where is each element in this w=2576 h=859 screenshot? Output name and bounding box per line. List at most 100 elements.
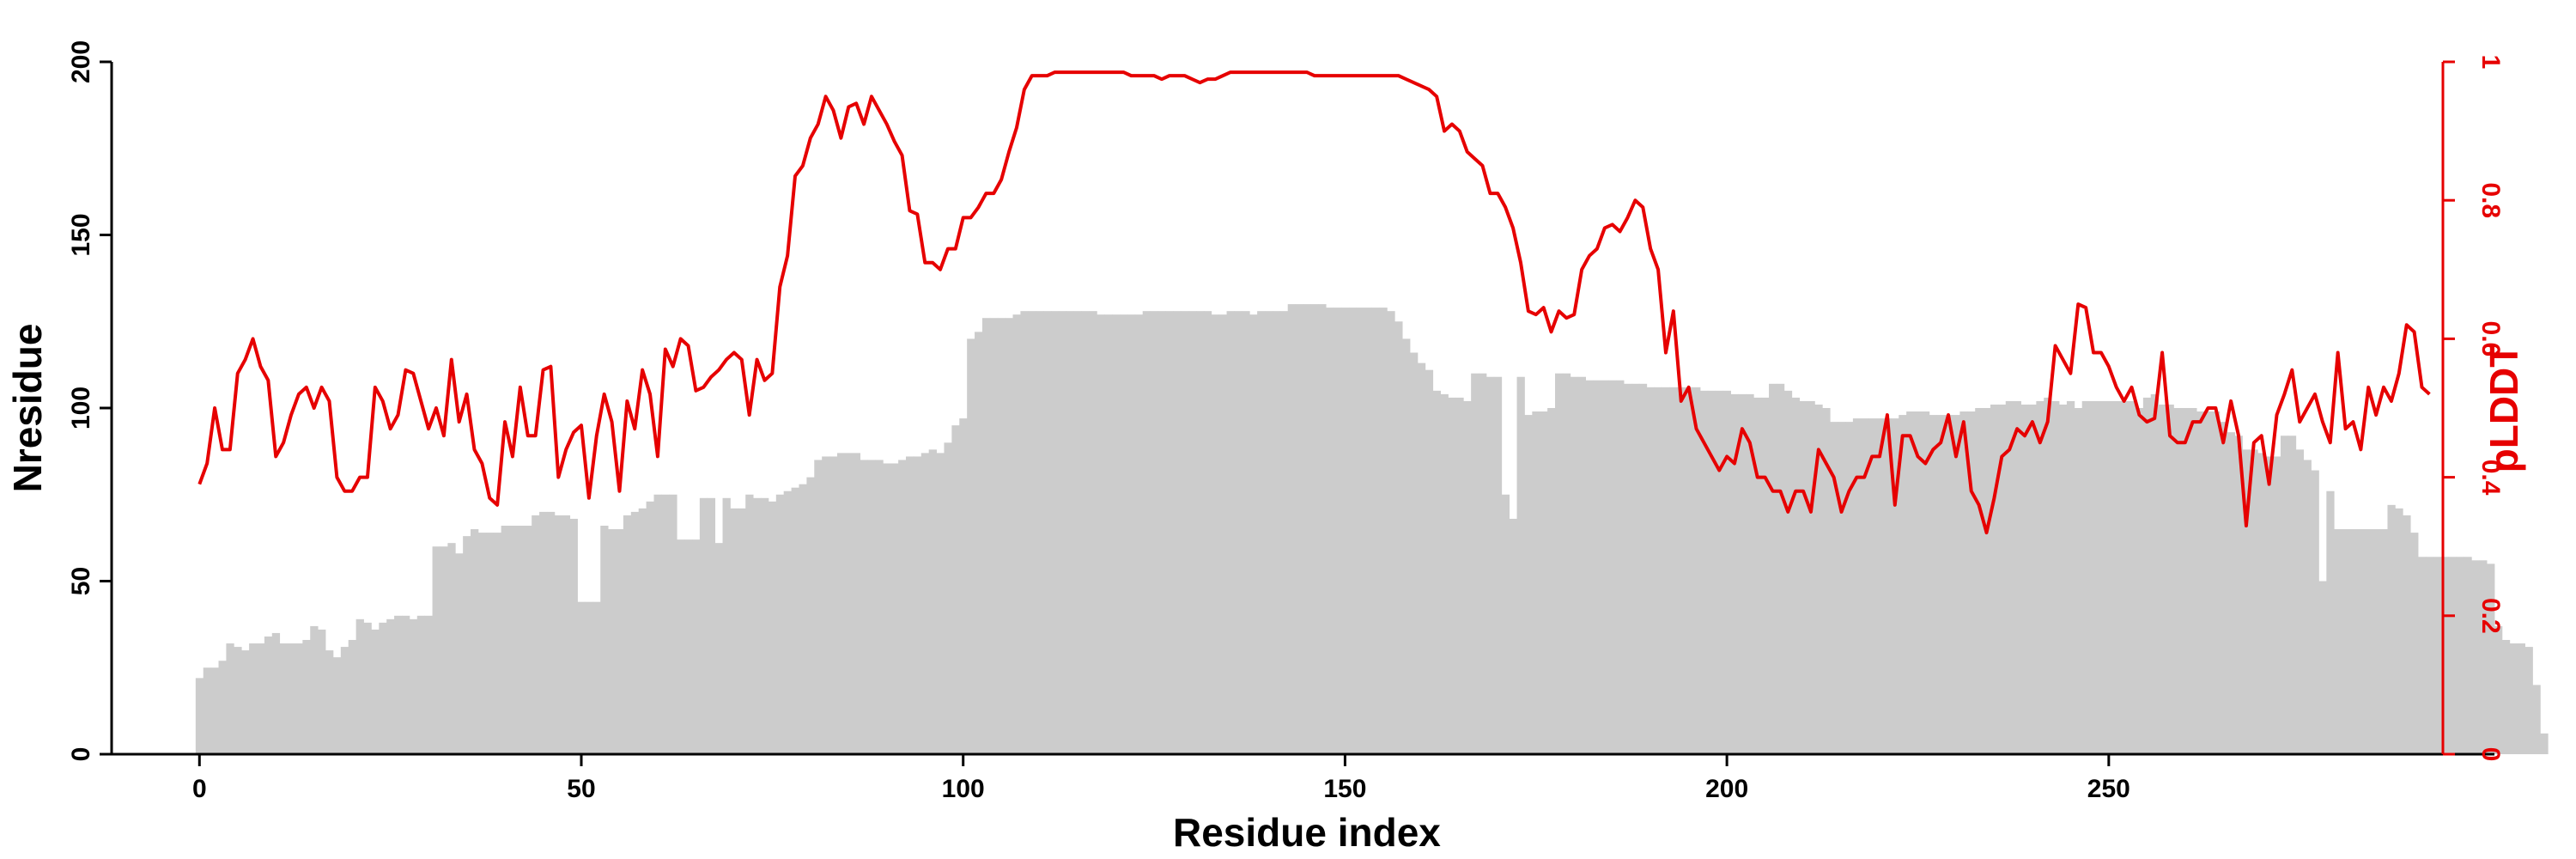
bar: [1860, 418, 1869, 754]
bar: [1402, 338, 1411, 754]
bar: [799, 484, 807, 754]
bar: [1479, 373, 1487, 754]
bar: [264, 636, 273, 754]
y-right-tick-label: 0.6: [2476, 321, 2505, 357]
bar: [554, 515, 563, 754]
bar: [1891, 418, 1899, 754]
y-right-tick-label: 0.8: [2476, 182, 2505, 218]
bar: [1417, 362, 1426, 754]
bar: [1036, 311, 1044, 754]
bar: [2074, 408, 2083, 754]
bar: [1830, 422, 1838, 754]
bar: [485, 533, 495, 754]
bar: [1326, 308, 1334, 754]
bar: [1593, 380, 1601, 754]
bar: [2066, 400, 2075, 754]
bar: [1150, 311, 1158, 754]
bar: [379, 622, 387, 754]
bar: [2501, 640, 2511, 754]
bar: [2425, 557, 2434, 754]
bar: [1440, 393, 1449, 754]
bar: [1165, 311, 1174, 754]
bar: [1883, 418, 1892, 754]
bar: [959, 418, 968, 754]
bar: [2105, 400, 2113, 754]
bar: [1112, 314, 1121, 754]
bar: [524, 526, 532, 754]
bar: [394, 615, 403, 754]
bar: [761, 497, 769, 754]
bar: [1287, 304, 1296, 755]
bar: [1157, 311, 1166, 754]
bar: [1509, 518, 1517, 754]
bar: [890, 463, 899, 754]
bar: [2257, 453, 2266, 754]
bar: [684, 539, 693, 754]
bar: [2234, 436, 2243, 754]
bar: [1936, 415, 1946, 754]
bar: [1631, 383, 1640, 754]
bar: [1501, 494, 1510, 754]
bar: [2158, 404, 2166, 754]
bar: [1211, 314, 1220, 754]
bar: [1844, 422, 1854, 754]
bar: [1279, 311, 1289, 754]
bar: [1364, 308, 1372, 754]
bar: [440, 546, 448, 754]
x-axis-title: Residue index: [1173, 810, 1441, 855]
bar: [1142, 311, 1151, 754]
y-axis-right-title: pLDDT: [2482, 344, 2526, 473]
bar: [2395, 508, 2403, 754]
bar: [2532, 685, 2541, 754]
bar: [1348, 308, 1358, 754]
bar: [2196, 411, 2205, 754]
bar: [371, 629, 380, 754]
bar: [1852, 418, 1862, 754]
x-tick-label: 100: [942, 775, 985, 803]
bar: [1654, 387, 1662, 754]
bar: [951, 425, 960, 754]
bar: [975, 332, 983, 754]
bar: [722, 497, 731, 754]
bar: [210, 667, 219, 754]
bar: [1540, 411, 1548, 754]
bar: [1638, 383, 1648, 754]
bar: [1769, 383, 1777, 754]
bar: [875, 460, 884, 754]
x-tick-label: 200: [1705, 775, 1748, 803]
bar: [981, 318, 991, 754]
bar: [409, 618, 418, 754]
bar: [989, 318, 999, 754]
bar: [1692, 387, 1701, 754]
bar: [913, 456, 922, 754]
bar: [2494, 625, 2503, 754]
bar: [287, 643, 295, 754]
bar: [1234, 311, 1242, 754]
bar: [860, 460, 868, 754]
bar: [1089, 311, 1097, 754]
bar: [2456, 557, 2464, 754]
bar: [2242, 449, 2251, 754]
bar: [1043, 311, 1052, 754]
bar: [355, 618, 364, 754]
x-tick-label: 0: [192, 775, 207, 803]
bar: [1173, 311, 1182, 754]
bar: [2540, 733, 2549, 754]
bar: [1959, 411, 1968, 754]
bar: [920, 453, 930, 754]
bar: [2433, 557, 2442, 754]
bar: [623, 515, 632, 754]
bar: [2020, 404, 2029, 754]
bar: [1975, 408, 1984, 754]
bar: [2517, 643, 2525, 754]
bar: [1226, 311, 1235, 754]
bar: [2166, 404, 2174, 754]
bar: [2509, 643, 2518, 754]
bar: [1127, 314, 1136, 754]
bar: [1746, 393, 1754, 754]
bar: [279, 643, 288, 754]
bar: [2471, 560, 2480, 754]
bar: [791, 487, 799, 754]
bar: [1952, 415, 1960, 754]
